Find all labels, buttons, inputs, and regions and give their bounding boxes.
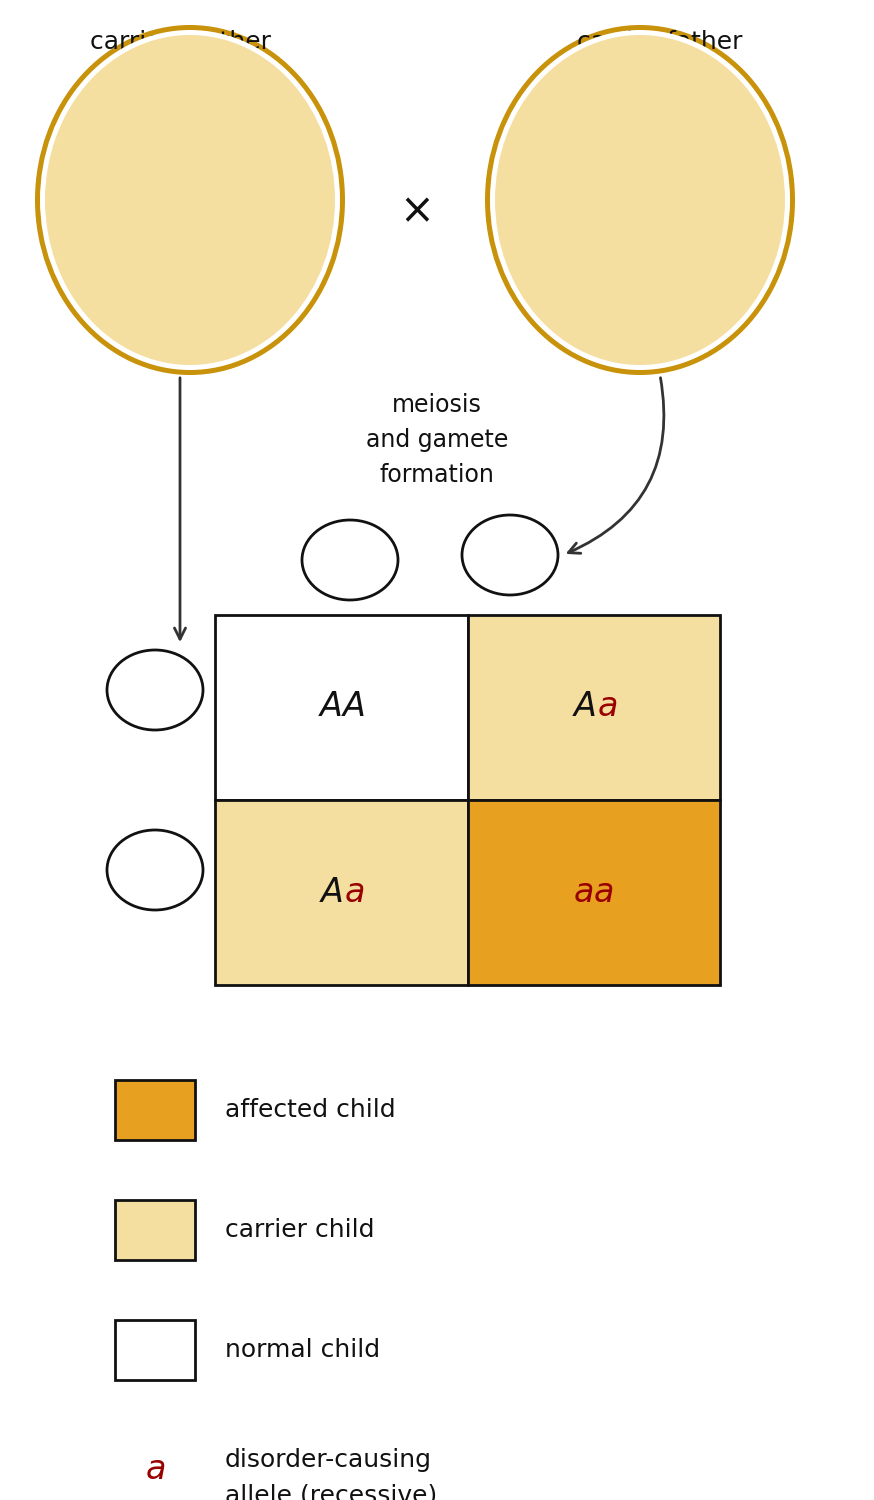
- Ellipse shape: [495, 34, 785, 364]
- Text: $\mathit{a}$: $\mathit{a}$: [146, 855, 164, 885]
- Text: meiosis: meiosis: [392, 393, 482, 417]
- Ellipse shape: [35, 26, 345, 375]
- Ellipse shape: [107, 650, 203, 730]
- Bar: [468, 800, 720, 986]
- Text: formation: formation: [379, 464, 495, 488]
- Text: $\mathit{a}$: $\mathit{a}$: [642, 177, 670, 222]
- Text: $\mathit{aa}$: $\mathit{aa}$: [573, 876, 614, 909]
- Ellipse shape: [45, 34, 335, 364]
- Text: $\mathit{A}$: $\mathit{A}$: [144, 675, 166, 705]
- Text: $\times$: $\times$: [399, 189, 431, 231]
- Text: carrier child: carrier child: [225, 1218, 374, 1242]
- Text: $\mathit{A}$: $\mathit{A}$: [611, 177, 645, 222]
- Ellipse shape: [490, 30, 790, 370]
- Text: $\mathit{A}$: $\mathit{A}$: [339, 544, 361, 576]
- Text: allele (recessive): allele (recessive): [225, 1484, 437, 1500]
- Ellipse shape: [302, 520, 398, 600]
- Ellipse shape: [462, 514, 558, 596]
- Text: $\mathit{AA}$: $\mathit{AA}$: [317, 692, 364, 723]
- Text: $\mathit{a}$: $\mathit{a}$: [192, 177, 220, 222]
- Ellipse shape: [40, 30, 340, 370]
- Text: $\mathit{A}$: $\mathit{A}$: [319, 876, 343, 909]
- Bar: [115, 1200, 195, 1260]
- Text: disorder-causing: disorder-causing: [225, 1448, 432, 1472]
- Text: $\mathit{a}$: $\mathit{a}$: [597, 692, 617, 723]
- Ellipse shape: [107, 830, 203, 910]
- Text: and gamete: and gamete: [366, 427, 508, 451]
- Text: normal child: normal child: [225, 1338, 380, 1362]
- Text: carrier mother: carrier mother: [89, 30, 270, 54]
- Text: $\mathit{a}$: $\mathit{a}$: [145, 1454, 165, 1486]
- Text: $\mathit{A}$: $\mathit{A}$: [572, 692, 596, 723]
- Bar: [115, 1320, 195, 1380]
- Text: affected child: affected child: [225, 1098, 396, 1122]
- Text: $\mathit{a}$: $\mathit{a}$: [501, 540, 519, 570]
- Text: $\mathit{a}$: $\mathit{a}$: [344, 876, 364, 909]
- Text: $\mathit{A}$: $\mathit{A}$: [161, 177, 195, 222]
- Bar: [468, 615, 720, 800]
- Bar: [115, 1080, 195, 1140]
- Bar: [215, 615, 468, 800]
- Text: carrier father: carrier father: [577, 30, 743, 54]
- Bar: [215, 800, 468, 986]
- Ellipse shape: [485, 26, 795, 375]
